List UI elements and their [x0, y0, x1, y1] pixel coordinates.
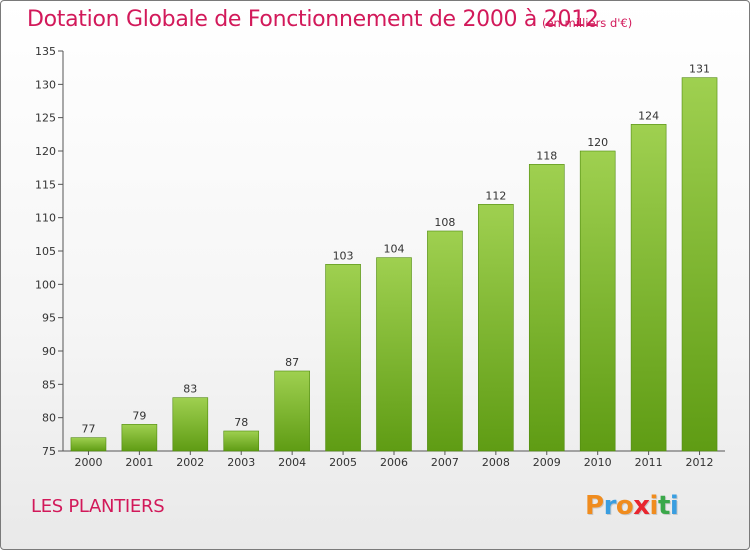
x-tick-label-2002: 2002	[176, 456, 204, 469]
bar-2012[interactable]	[681, 77, 718, 452]
x-tick-label-2010: 2010	[584, 456, 612, 469]
data-label-2007: 108	[434, 216, 455, 229]
y-tick-label: 125	[35, 112, 56, 125]
bar-2008[interactable]	[478, 204, 514, 452]
x-tick-label-2012: 2012	[686, 456, 714, 469]
x-tick-label-2011: 2011	[635, 456, 663, 469]
y-tick-label: 75	[42, 445, 56, 458]
logo-letter: i	[669, 491, 679, 521]
data-label-2005: 103	[333, 249, 354, 262]
x-tick-label-2006: 2006	[380, 456, 408, 469]
data-label-2012: 131	[689, 63, 710, 76]
logo-letter: P	[585, 491, 604, 521]
y-tick-label: 105	[35, 245, 56, 258]
bar-2002[interactable]	[172, 397, 209, 452]
chart-title: Dotation Globale de Fonctionnement de 20…	[27, 7, 599, 32]
data-label-2009: 118	[536, 149, 557, 162]
logo-letter: i	[649, 491, 659, 521]
bar-2004[interactable]	[274, 370, 310, 452]
bar-2001[interactable]	[121, 424, 158, 452]
data-label-2008: 112	[485, 189, 506, 202]
data-label-2004: 87	[285, 356, 299, 369]
logo-letter: r	[603, 491, 617, 521]
chart-unit: (en milliers d'€)	[542, 16, 633, 30]
x-tick-label-2009: 2009	[533, 456, 561, 469]
y-tick-label: 115	[35, 178, 56, 191]
data-label-2001: 79	[132, 409, 146, 422]
bar-2007[interactable]	[427, 230, 463, 452]
bar-2005[interactable]	[325, 264, 361, 452]
x-tick-label-2001: 2001	[125, 456, 153, 469]
y-tick-label: 120	[35, 145, 56, 158]
y-tick-label: 100	[35, 278, 56, 291]
bar-2011[interactable]	[630, 124, 667, 452]
logo-letter: o	[615, 491, 634, 521]
y-tick-label: 135	[35, 45, 56, 58]
data-label-2010: 120	[587, 136, 608, 149]
bar-2009[interactable]	[528, 164, 565, 452]
y-tick-label: 110	[35, 212, 56, 225]
data-label-2011: 124	[638, 109, 659, 122]
bar-2000[interactable]	[70, 437, 107, 452]
x-tick-label-2000: 2000	[74, 456, 102, 469]
bar-2010[interactable]	[579, 150, 616, 452]
y-tick-label: 90	[42, 345, 56, 358]
x-tick-label-2008: 2008	[482, 456, 510, 469]
y-tick-label: 80	[42, 412, 56, 425]
logo-letter: t	[657, 491, 670, 521]
x-tick-label-2007: 2007	[431, 456, 459, 469]
proxiti-logo[interactable]: Proxiti	[585, 491, 679, 521]
logo-letter: x	[633, 491, 650, 521]
data-label-2006: 104	[384, 243, 405, 256]
x-tick-label-2004: 2004	[278, 456, 306, 469]
data-label-2002: 83	[183, 383, 197, 396]
y-tick-label: 85	[42, 378, 56, 391]
x-tick-label-2005: 2005	[329, 456, 357, 469]
x-tick-label-2003: 2003	[227, 456, 255, 469]
y-tick-label: 130	[35, 78, 56, 91]
bar-2003[interactable]	[223, 430, 260, 452]
y-tick-label: 95	[42, 312, 56, 325]
data-label-2000: 77	[81, 423, 95, 436]
data-label-2003: 78	[234, 416, 248, 429]
bar-2006[interactable]	[376, 257, 412, 452]
commune-name: LES PLANTIERS	[31, 496, 165, 517]
